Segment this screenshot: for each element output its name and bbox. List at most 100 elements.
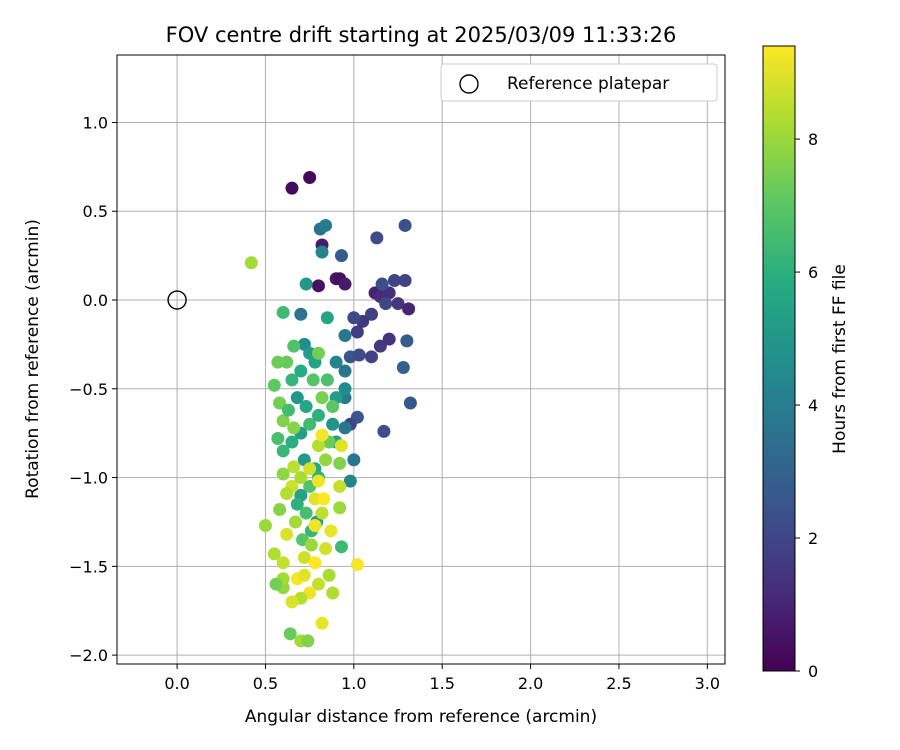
data-point bbox=[315, 391, 329, 405]
data-point bbox=[400, 334, 414, 348]
x-tick-label: 2.0 bbox=[518, 674, 543, 693]
data-point bbox=[322, 568, 336, 582]
data-point bbox=[379, 297, 393, 311]
data-point bbox=[373, 339, 387, 353]
data-point bbox=[276, 556, 290, 570]
data-point bbox=[365, 307, 379, 321]
legend-box bbox=[440, 63, 718, 102]
data-point bbox=[370, 231, 384, 245]
data-point bbox=[398, 273, 412, 287]
data-point bbox=[306, 373, 320, 387]
chart-title: FOV centre drift starting at 2025/03/09 … bbox=[166, 23, 677, 47]
data-point bbox=[301, 634, 315, 648]
data-point bbox=[267, 547, 281, 561]
data-point bbox=[267, 378, 281, 392]
data-point bbox=[396, 360, 410, 374]
data-point bbox=[333, 501, 347, 515]
plot-frame bbox=[116, 54, 726, 665]
data-point bbox=[276, 414, 290, 428]
x-tick-label: 1.5 bbox=[429, 674, 454, 693]
colorbar-tick-label: 4 bbox=[808, 396, 818, 415]
y-tick-label: −2.0 bbox=[69, 646, 108, 665]
data-point bbox=[326, 400, 340, 414]
data-point bbox=[352, 348, 366, 362]
colorbar-tick-label: 2 bbox=[808, 529, 818, 548]
reference-platepar-marker bbox=[167, 290, 187, 310]
x-tick-label: 0.5 bbox=[253, 674, 278, 693]
data-point bbox=[333, 456, 347, 470]
data-point bbox=[294, 307, 308, 321]
data-point bbox=[334, 439, 348, 453]
data-point bbox=[315, 506, 329, 520]
data-point bbox=[276, 467, 290, 481]
data-point bbox=[329, 355, 343, 369]
x-tick-label: 1.0 bbox=[341, 674, 366, 693]
data-point bbox=[285, 435, 299, 449]
data-point bbox=[333, 479, 347, 493]
data-point bbox=[303, 462, 317, 476]
data-point bbox=[297, 568, 311, 582]
colorbar-tick-label: 8 bbox=[808, 130, 818, 149]
data-point bbox=[382, 332, 396, 346]
data-point bbox=[285, 181, 299, 195]
y-axis-label: Rotation from reference (arcmin) bbox=[23, 219, 43, 499]
data-point bbox=[377, 424, 391, 438]
y-axis-ticks: 1.0 0.5 0.0 −0.5 −1.0 −1.5 −2.0 bbox=[69, 113, 117, 665]
data-point bbox=[334, 540, 348, 554]
data-point bbox=[338, 421, 352, 435]
data-point bbox=[271, 355, 285, 369]
y-tick-label: −0.5 bbox=[69, 380, 108, 399]
legend-label: Reference platepar bbox=[507, 74, 669, 94]
legend: Reference platepar bbox=[440, 63, 718, 102]
data-point bbox=[303, 417, 317, 431]
data-point bbox=[382, 286, 396, 300]
colorbar-gradient bbox=[762, 45, 796, 672]
data-point bbox=[347, 453, 361, 467]
data-point bbox=[324, 524, 338, 538]
data-point bbox=[350, 558, 364, 572]
data-point bbox=[319, 542, 333, 556]
data-point bbox=[303, 171, 317, 185]
data-point bbox=[258, 519, 272, 533]
data-point bbox=[269, 577, 283, 591]
data-point bbox=[308, 556, 322, 570]
data-point bbox=[287, 460, 301, 474]
data-point bbox=[311, 346, 325, 360]
data-point bbox=[320, 311, 334, 325]
colorbar-ticks: 0 2 4 6 8 bbox=[795, 130, 818, 681]
data-point bbox=[304, 538, 318, 552]
data-point bbox=[315, 616, 329, 630]
data-point bbox=[326, 417, 340, 431]
data-point bbox=[276, 444, 290, 458]
legend-marker-icon bbox=[459, 74, 479, 94]
x-axis-label: Angular distance from reference (arcmin) bbox=[245, 707, 597, 727]
data-point bbox=[280, 527, 294, 541]
data-point bbox=[299, 506, 313, 520]
data-point bbox=[317, 492, 331, 506]
colorbar-tick-label: 0 bbox=[808, 662, 818, 681]
data-point bbox=[343, 474, 357, 488]
data-point bbox=[319, 453, 333, 467]
colorbar: 0 2 4 6 8 Hours from first FF file bbox=[762, 45, 850, 681]
data-point bbox=[311, 408, 325, 422]
data-point bbox=[338, 364, 352, 378]
data-point bbox=[319, 218, 333, 232]
y-tick-label: −1.5 bbox=[69, 557, 108, 576]
y-tick-label: 1.0 bbox=[83, 113, 108, 132]
data-point bbox=[315, 245, 329, 259]
data-point bbox=[350, 325, 364, 339]
data-point bbox=[320, 373, 334, 387]
data-point bbox=[276, 305, 290, 319]
data-point bbox=[311, 474, 325, 488]
data-point bbox=[326, 586, 340, 600]
data-point bbox=[315, 428, 329, 442]
data-point bbox=[365, 350, 379, 364]
data-point bbox=[273, 396, 287, 410]
data-point bbox=[287, 421, 301, 435]
x-tick-label: 3.0 bbox=[695, 674, 720, 693]
data-point bbox=[311, 439, 325, 453]
data-point bbox=[287, 339, 301, 353]
data-point bbox=[387, 273, 401, 287]
data-point bbox=[338, 382, 352, 396]
